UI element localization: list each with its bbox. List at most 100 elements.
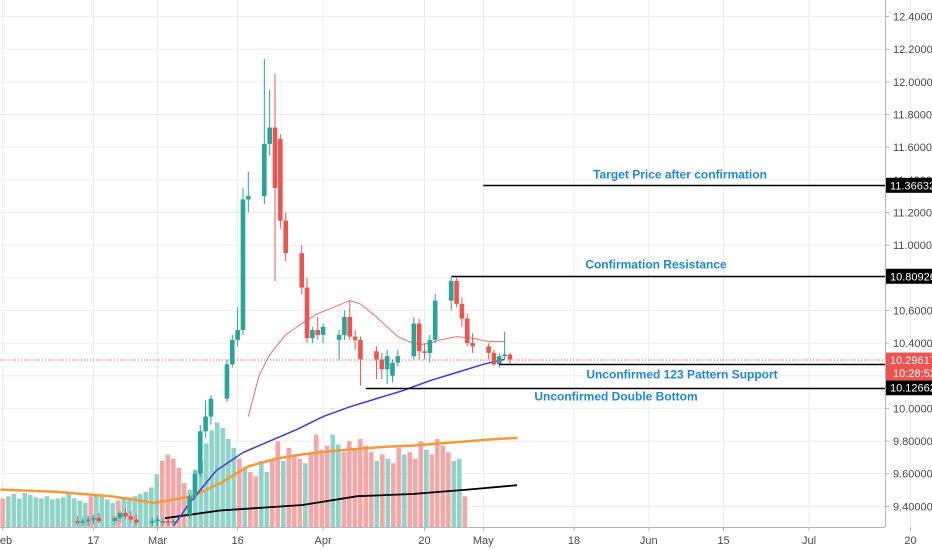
volume-bar [314, 434, 319, 527]
candle-body [411, 323, 417, 357]
candle-body [229, 339, 235, 365]
candle-body [192, 473, 198, 497]
candle-body [283, 220, 288, 254]
volume-bar [275, 441, 281, 527]
volume-bar [105, 499, 110, 527]
candle-body [422, 351, 427, 353]
time-tick-label: Jun [640, 535, 658, 547]
volume-bar [341, 452, 347, 527]
volume-bar [121, 498, 127, 527]
volume-bar [352, 447, 358, 527]
volume-bar [374, 461, 380, 527]
volume-bar [330, 434, 336, 527]
candle-body [299, 253, 305, 288]
volume-bar [50, 499, 55, 527]
volume-bar [380, 454, 385, 527]
candle-body [80, 521, 86, 523]
candle-body [165, 521, 171, 523]
level-annotation: Confirmation Resistance [585, 258, 727, 272]
volume-bar [336, 444, 341, 527]
candle-body [85, 519, 91, 522]
candle-body [197, 431, 203, 474]
volume-bar [248, 472, 253, 527]
price-tick-label: 9.40000 [893, 501, 932, 513]
candle-body [203, 416, 208, 432]
volume-bar [418, 441, 424, 527]
candle-body [155, 519, 160, 522]
time-tick-label: 16 [232, 535, 244, 547]
price-tick-label: 10.60000 [893, 305, 932, 317]
volume-bar [297, 458, 303, 527]
candle-body [352, 336, 358, 340]
volume-bar [77, 500, 83, 527]
time-tick-label: 15 [717, 535, 729, 547]
volume-bar [17, 498, 22, 527]
volume-bar [402, 454, 407, 527]
candle-body [133, 519, 139, 523]
volume-bar [424, 450, 429, 527]
volume-bar [33, 497, 39, 527]
volume-bar [176, 467, 182, 527]
volume-bar [429, 454, 435, 527]
current-price-badge-text: 10.29617 [890, 355, 932, 367]
volume-bar [435, 439, 440, 527]
candle-body [502, 354, 507, 357]
candle-body [128, 516, 134, 520]
volume-bar [264, 472, 270, 527]
candle-body [395, 356, 401, 363]
volume-bar [61, 497, 66, 527]
price-tick-label: 9.80000 [893, 436, 932, 448]
candle-body [123, 512, 128, 517]
volume-bar [220, 428, 226, 527]
volume-bar [160, 461, 165, 527]
time-tick-label: Feb [0, 535, 12, 547]
volume-bar [292, 454, 297, 527]
candle-body [320, 326, 326, 335]
volume-bar [363, 445, 369, 527]
volume-bar [99, 496, 105, 527]
price-tick-label: 12.20000 [893, 44, 932, 56]
volume-bar [127, 497, 132, 527]
volume-bar [110, 502, 116, 527]
price-moving-averages [172, 300, 505, 527]
candle-body [278, 138, 283, 221]
candle-body [235, 330, 240, 340]
candle-body [459, 303, 465, 319]
volume-bar [286, 447, 292, 527]
candle-body [240, 199, 246, 331]
volume-bar [325, 445, 330, 527]
short-moving-average-line [247, 300, 505, 417]
level-annotation: Unconfirmed Double Bottom [534, 390, 697, 404]
price-tick-label: 12.00000 [893, 77, 932, 89]
volume-bar [209, 430, 215, 527]
volume-bar [182, 483, 187, 527]
volume-bar [385, 458, 391, 527]
volume-bar [39, 498, 44, 527]
candlesticks [75, 58, 513, 526]
candle-body [464, 318, 470, 344]
volume-bars [0, 422, 468, 527]
price-tick-label: 10.00000 [893, 403, 932, 415]
volume-moving-averages [0, 436, 518, 520]
volume-bar [28, 495, 33, 527]
volume-bar [165, 454, 171, 527]
price-tick-label: 12.40000 [893, 12, 932, 24]
volume-bar [22, 492, 28, 527]
volume-bar [154, 474, 160, 527]
candle-body [75, 521, 80, 523]
level-price-badge-text: 10.80926 [890, 271, 932, 283]
candle-body [379, 359, 385, 370]
time-tick-label: 20 [418, 535, 430, 547]
price-tick-label: 11.80000 [893, 109, 932, 121]
volume-bar [231, 447, 237, 527]
candle-body [187, 496, 192, 515]
candle-body [208, 398, 214, 417]
price-tick-label: 11.20000 [893, 207, 932, 219]
level-price-badge [886, 268, 932, 284]
volume-bar [44, 496, 50, 527]
candle-body [262, 143, 267, 197]
horizontal-levels[interactable]: Target Price after confirmation Confirmat… [0, 168, 885, 404]
candle-body [347, 316, 353, 337]
